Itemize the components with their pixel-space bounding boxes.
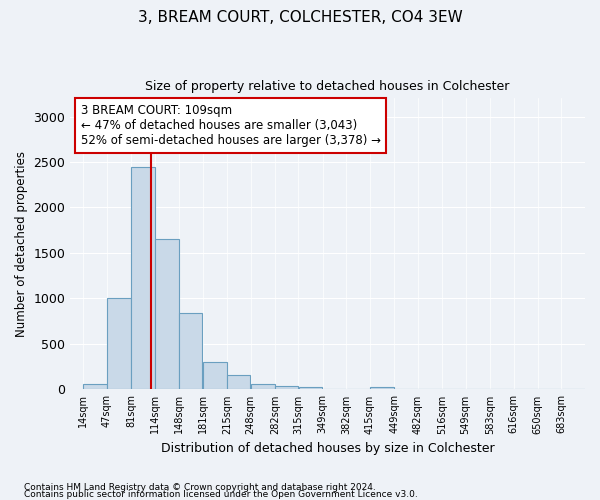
Title: Size of property relative to detached houses in Colchester: Size of property relative to detached ho…: [145, 80, 510, 93]
Text: Contains public sector information licensed under the Open Government Licence v3: Contains public sector information licen…: [24, 490, 418, 499]
Bar: [203, 362, 227, 390]
Bar: [299, 386, 322, 390]
Bar: [370, 386, 394, 390]
Bar: [275, 386, 298, 390]
Bar: [107, 298, 131, 390]
Bar: [83, 384, 107, 390]
Y-axis label: Number of detached properties: Number of detached properties: [15, 151, 28, 337]
Bar: [227, 376, 250, 390]
X-axis label: Distribution of detached houses by size in Colchester: Distribution of detached houses by size …: [161, 442, 494, 455]
Bar: [131, 166, 155, 390]
Text: Contains HM Land Registry data © Crown copyright and database right 2024.: Contains HM Land Registry data © Crown c…: [24, 484, 376, 492]
Text: 3, BREAM COURT, COLCHESTER, CO4 3EW: 3, BREAM COURT, COLCHESTER, CO4 3EW: [137, 10, 463, 25]
Text: 3 BREAM COURT: 109sqm
← 47% of detached houses are smaller (3,043)
52% of semi-d: 3 BREAM COURT: 109sqm ← 47% of detached …: [80, 104, 380, 147]
Bar: [179, 313, 202, 390]
Bar: [251, 384, 275, 390]
Bar: [155, 240, 179, 390]
